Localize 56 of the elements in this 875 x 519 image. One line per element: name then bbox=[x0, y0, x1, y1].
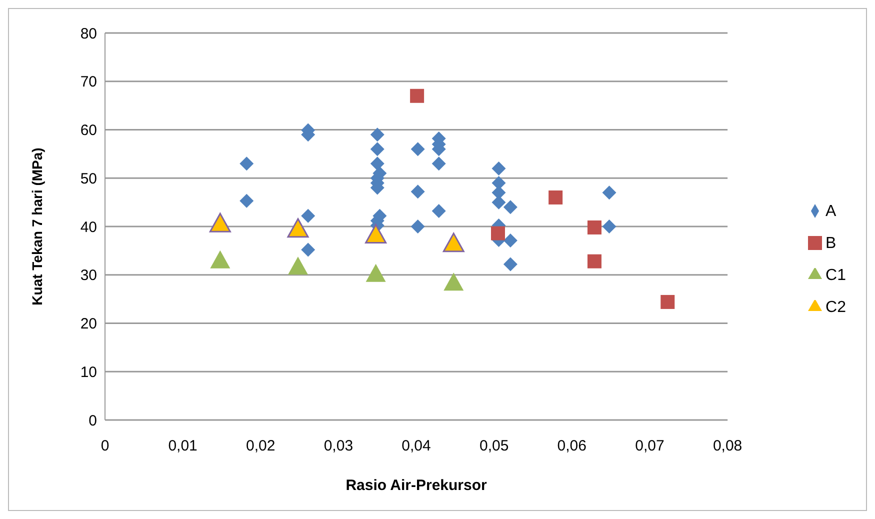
point bbox=[370, 156, 384, 171]
point bbox=[288, 256, 308, 275]
x-tick-label: 0 bbox=[100, 438, 110, 455]
x-tick-label: 0,08 bbox=[712, 438, 742, 455]
point bbox=[370, 142, 384, 156]
point bbox=[432, 156, 446, 171]
legend-label: C2 bbox=[826, 298, 846, 316]
x-tick-label: 0,03 bbox=[324, 438, 354, 455]
legend-label: A bbox=[826, 202, 836, 220]
point bbox=[490, 226, 505, 240]
point bbox=[503, 234, 518, 248]
point bbox=[287, 218, 309, 238]
y-tick-label: 50 bbox=[80, 170, 97, 188]
y-tick-label: 0 bbox=[88, 412, 97, 430]
point bbox=[240, 194, 254, 208]
y-tick-label: 80 bbox=[80, 25, 97, 42]
point bbox=[602, 220, 616, 234]
point bbox=[432, 204, 446, 218]
point bbox=[503, 257, 518, 272]
x-tick-label: 0,06 bbox=[557, 438, 587, 455]
point bbox=[410, 220, 425, 234]
point bbox=[587, 220, 602, 234]
point bbox=[587, 254, 602, 268]
point bbox=[301, 208, 316, 223]
legend-label: C1 bbox=[826, 266, 846, 284]
y-tick-label: 10 bbox=[80, 364, 97, 381]
x-tick-label: 0,07 bbox=[635, 438, 664, 455]
point bbox=[410, 142, 425, 156]
point bbox=[210, 250, 230, 268]
x-tick-label: 0,02 bbox=[246, 438, 276, 455]
point bbox=[492, 161, 506, 176]
point bbox=[410, 184, 425, 199]
y-axis-title: Kuat Tekan 7 hari (MPa) bbox=[28, 148, 45, 306]
point bbox=[410, 88, 424, 103]
x-tick-label: 0,01 bbox=[168, 438, 198, 455]
point bbox=[442, 232, 464, 252]
point bbox=[366, 264, 386, 282]
point bbox=[444, 272, 464, 291]
point bbox=[660, 294, 675, 309]
point bbox=[602, 186, 616, 200]
point bbox=[503, 200, 518, 214]
x-tick-label: 0,04 bbox=[402, 438, 431, 455]
point bbox=[240, 156, 254, 171]
point bbox=[548, 190, 563, 204]
point bbox=[370, 128, 384, 142]
y-tick-label: 20 bbox=[80, 316, 97, 333]
x-axis-title: Rasio Air-Prekursor bbox=[346, 477, 488, 494]
y-tick-label: 70 bbox=[80, 74, 97, 91]
point bbox=[209, 212, 231, 232]
y-tick-label: 40 bbox=[80, 218, 97, 236]
y-tick-label: 30 bbox=[80, 267, 97, 284]
point bbox=[301, 242, 316, 257]
x-tick-label: 0,05 bbox=[479, 438, 509, 455]
y-tick-label: 60 bbox=[80, 122, 97, 140]
legend-label: B bbox=[826, 234, 836, 252]
point bbox=[365, 224, 387, 244]
